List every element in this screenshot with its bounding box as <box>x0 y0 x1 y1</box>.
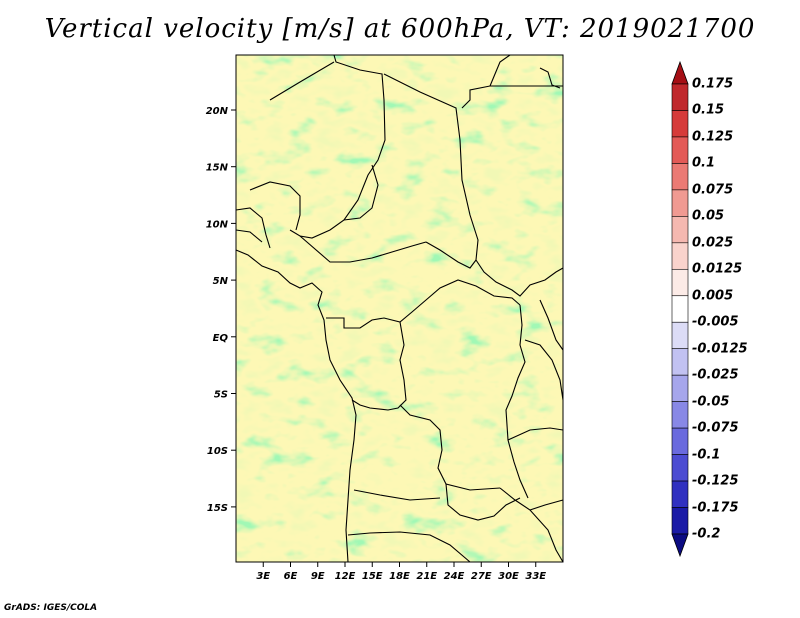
lon-tick-label: 33E <box>525 571 546 582</box>
colorbar-swatches <box>671 60 689 558</box>
colorbar-level-label: 0.1 <box>692 155 716 171</box>
lat-tick-label: 20N <box>206 106 229 117</box>
lon-tick-label: 24E <box>444 571 465 582</box>
longitude-axis: 3E 6E 9E 12E 15E 18E 21E 24E 27E 30E 33E <box>256 562 546 582</box>
map-boundaries <box>235 54 564 563</box>
chart-title: Vertical velocity [m/s] at 600hPa, VT: 2… <box>44 14 756 44</box>
latitude-axis: 20N 15N 10N 5N EQ 5S 10S 15S <box>206 106 236 514</box>
lon-tick-label: 21E <box>416 571 437 582</box>
colorbar-level-label: 0.15 <box>692 102 725 118</box>
colorbar: 0.175 0.15 0.125 0.1 0.075 0.05 0.025 0.0125 0.0… <box>672 62 792 562</box>
colorbar-bottom-arrow <box>671 533 689 558</box>
colorbar-level-label: -0.05 <box>692 394 730 410</box>
lon-tick-label: 9E <box>311 571 325 582</box>
lon-tick-label: 30E <box>498 571 519 582</box>
colorbar-level-label: 0.025 <box>692 235 734 251</box>
lon-tick-label: 6E <box>284 571 298 582</box>
lon-tick-label: 18E <box>389 571 410 582</box>
lon-tick-label: 27E <box>471 571 492 582</box>
colorbar-level-label: -0.075 <box>692 420 739 436</box>
colorbar-level-label: -0.2 <box>692 526 721 542</box>
colorbar-level-label: 0.005 <box>692 288 734 304</box>
lat-tick-label: 5N <box>213 276 229 287</box>
colorbar-level-label: 0.125 <box>692 129 734 145</box>
colorbar-level-label: -0.005 <box>692 314 739 330</box>
colorbar-level-label: 0.05 <box>692 208 725 224</box>
lat-tick-label: 5S <box>214 390 228 401</box>
lat-tick-label: 15N <box>206 163 229 174</box>
colorbar-level-label: -0.175 <box>692 500 739 516</box>
lon-tick-label: 12E <box>335 571 356 582</box>
velocity-field <box>236 55 563 562</box>
colorbar-level-label: 0.0125 <box>692 261 743 277</box>
colorbar-level-label: -0.025 <box>692 367 739 383</box>
colorbar-level-label: -0.125 <box>692 473 739 489</box>
lon-tick-label: 15E <box>362 571 383 582</box>
credits: GrADS: IGES/COLA <box>4 603 98 613</box>
colorbar-level-label: 0.175 <box>692 76 734 92</box>
lat-tick-label: EQ <box>213 333 229 344</box>
lat-tick-label: 10N <box>206 219 229 230</box>
lat-tick-label: 15S <box>207 503 228 514</box>
colorbar-level-label: -0.0125 <box>692 341 748 357</box>
lat-tick-label: 10S <box>207 446 228 457</box>
colorbar-level-label: -0.1 <box>692 447 721 463</box>
lon-tick-label: 3E <box>256 571 270 582</box>
colorbar-level-label: 0.075 <box>692 182 734 198</box>
